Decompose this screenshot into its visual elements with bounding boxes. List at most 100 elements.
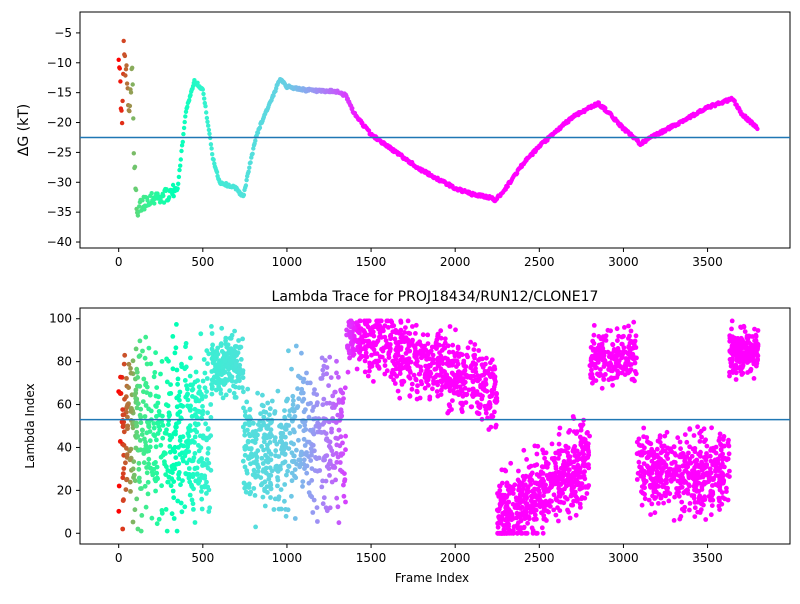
lambda-point [333,435,339,441]
delta-g-x-ticks: 0 500 1000 1500 2000 2500 3000 3500 [115,248,723,269]
lambda-point [648,441,654,447]
lambda-point [495,491,500,496]
lambda-point [498,497,504,503]
lambda-point [320,422,326,427]
lambda-point [646,497,652,503]
lambda-point [260,392,265,398]
lambda-point [306,414,312,420]
lambda-point [367,368,372,374]
lambda-point [334,358,339,364]
lambda-point [342,478,347,484]
lambda-point [598,336,604,341]
lambda-point [314,392,320,397]
lambda-point [382,363,388,368]
lambda-point [265,442,270,448]
lambda-point [460,393,466,399]
lambda-point [552,470,558,476]
lambda-point [488,374,493,380]
lambda-point [439,379,445,385]
lambda-point [185,431,191,436]
delta-g-point [170,182,176,188]
lambda-point [668,473,674,478]
lambda-point [136,475,142,481]
lambda-point [403,325,408,330]
delta-g-point [203,104,208,109]
lambda-point [459,409,465,415]
lambda-point [277,439,283,444]
lambda-point [158,454,164,460]
lambda-point [154,464,160,470]
lambda-point [479,362,485,368]
lambda-point [663,453,669,459]
delta-g-point [123,73,128,78]
lambda-point [131,459,137,464]
lambda-point [649,458,655,464]
lambda-point [222,352,227,357]
lambda-point [160,423,166,428]
lambda-point [297,424,303,429]
lambda-point [216,363,221,369]
lambda-point [143,439,148,445]
lambda-point [205,426,211,431]
lambda-point [369,352,374,358]
lambda-point [335,504,341,510]
lambda-point [136,466,142,472]
lambda-point [572,444,578,449]
lambda-point [583,484,588,490]
delta-g-point [182,119,187,125]
lambda-point [582,469,587,474]
lambda-point [261,414,267,420]
lambda-point [393,347,399,353]
lambda-point [125,414,130,420]
lambda-point [519,530,525,536]
lambda-point [433,343,439,348]
lambda-point [140,399,146,404]
lambda-point [302,443,308,448]
lambda-point [453,327,458,333]
lambda-point [286,423,291,428]
lambda-point [490,414,496,419]
lambda-point [700,467,705,473]
lambda-point [436,372,442,378]
lambda-point [329,448,335,454]
lambda-point [450,342,456,348]
lambda-point [473,392,478,398]
lambda-point [307,427,313,433]
lambda-point [595,348,601,354]
lambda-point [300,484,305,489]
delta-g-point [179,143,185,148]
lambda-point [241,405,246,411]
lambda-point [529,477,535,483]
lambda-point [694,457,700,463]
lambda-point [338,467,343,473]
lambda-point [639,484,645,489]
lambda-point [218,342,224,347]
delta-g-point [131,151,136,156]
lambda-point [244,399,250,405]
lambda-point [161,450,167,456]
lambda-point [632,369,638,374]
lambda-point [334,495,340,501]
lambda-point [285,468,290,474]
lambda-point [657,464,662,470]
lambda-point [123,487,129,492]
lambda-point [145,419,150,425]
lambda-point [301,428,307,434]
lambda-point [753,338,759,343]
delta-g-point [202,96,207,101]
lambda-point [130,466,136,472]
lambda-point [159,483,165,489]
lambda-point [258,482,264,488]
lambda-point [413,377,419,383]
lambda-point [240,336,246,342]
lambda-point [362,369,368,375]
lambda-point [293,343,299,349]
lambda-point [407,393,413,399]
lambda-point [202,370,208,376]
lambda-point [570,484,576,490]
lambda-point [198,331,204,337]
lambda-point [682,457,688,463]
lambda-point [549,441,555,447]
lambda-point [300,479,306,484]
lambda-point [197,389,203,394]
